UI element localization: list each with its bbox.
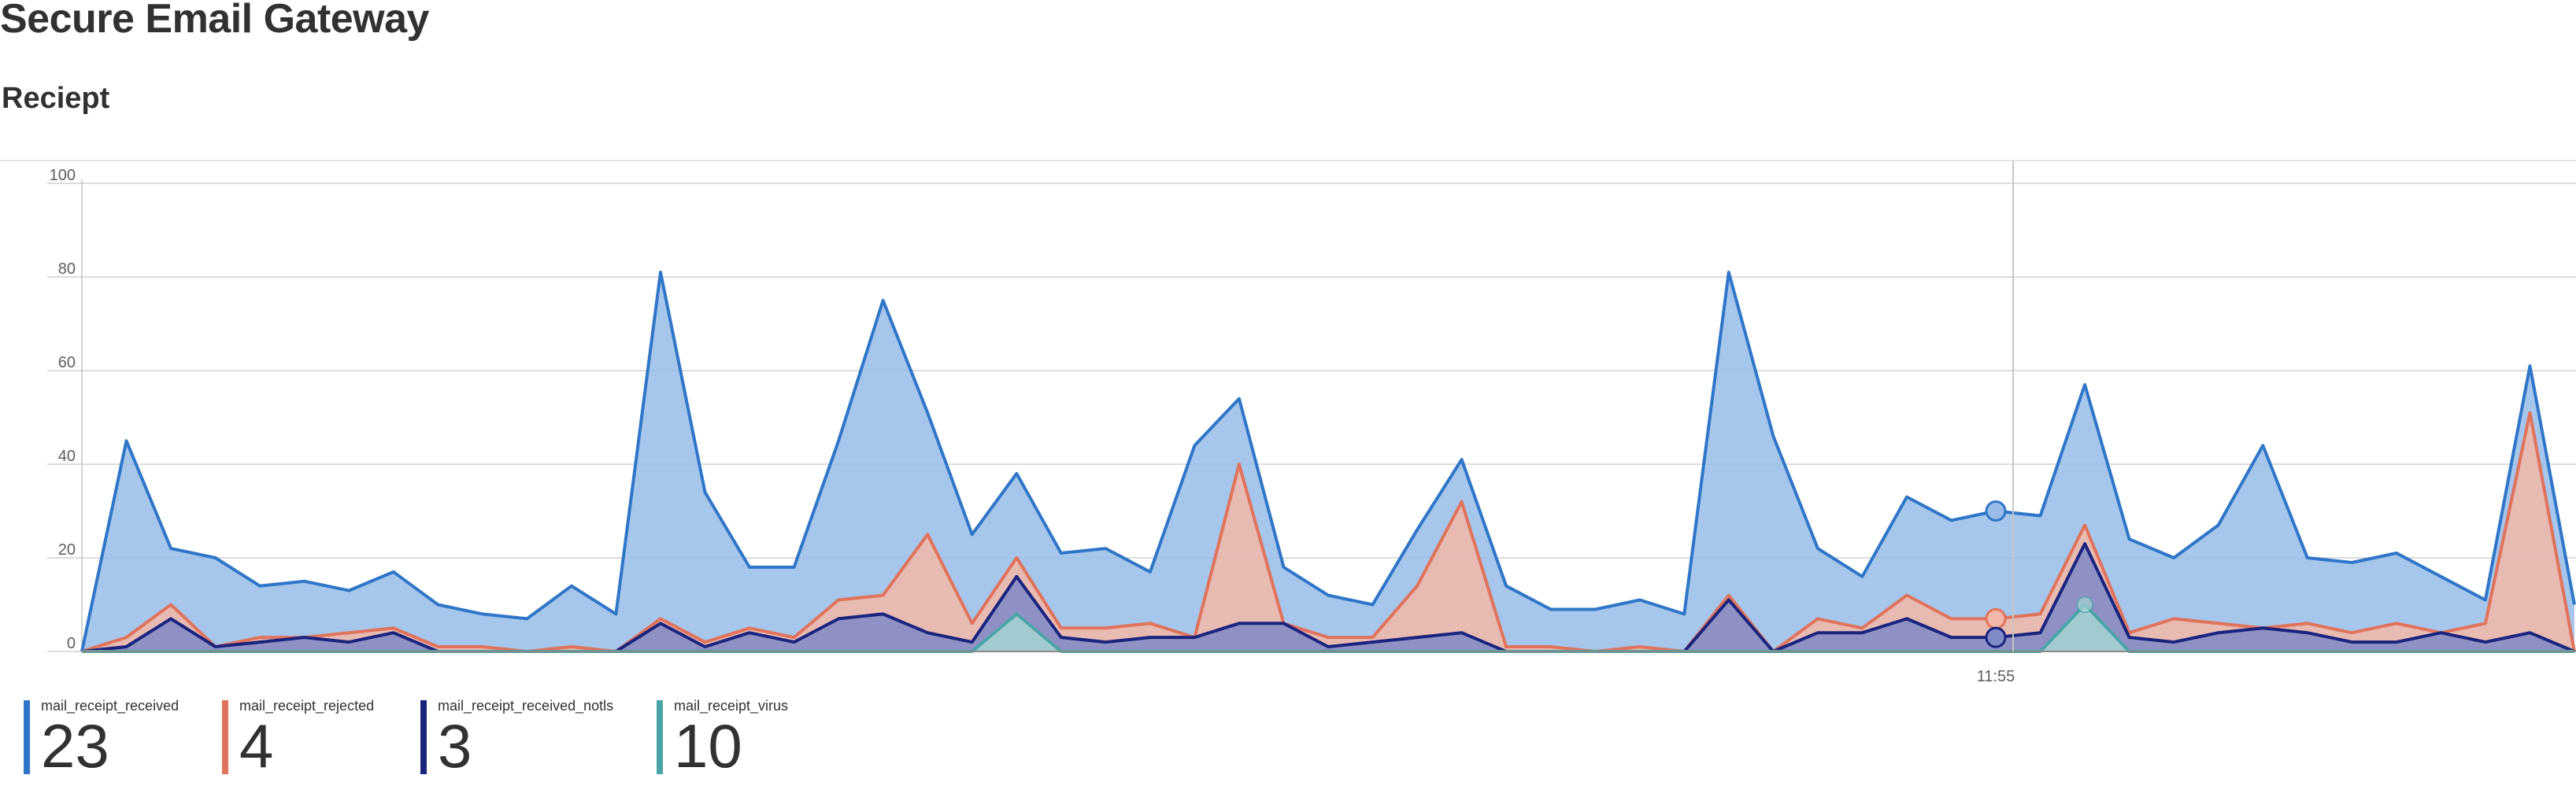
section-title: Reciept — [2, 82, 110, 115]
series-line-mail_receipt_rejected — [81, 411, 2576, 653]
legend-label: mail_receipt_received_notls — [438, 698, 614, 714]
series-line-mail_receipt_received — [80, 271, 2576, 652]
hover-marker-mail_receipt_rejected — [1985, 607, 2007, 629]
page-title: Secure Email Gateway — [0, 0, 429, 42]
legend-item-virus[interactable]: mail_receipt_virus 10 — [657, 692, 846, 780]
y-tick-label: 40 — [58, 448, 76, 465]
hover-marker-virus — [2076, 596, 2094, 614]
area-chart[interactable]: 0 20 40 60 80 100 11:55 — [0, 149, 2576, 685]
chart-canvas[interactable]: 0 20 40 60 80 100 11:55 — [0, 149, 2576, 685]
legend-item-received-notls[interactable]: mail_receipt_received_notls 3 — [420, 692, 657, 780]
chart-legend: mail_receipt_received 23 mail_receipt_re… — [24, 692, 846, 779]
legend-label: mail_receipt_rejected — [239, 698, 375, 714]
legend-label: mail_receipt_received — [41, 698, 180, 714]
legend-swatch-received — [24, 700, 30, 774]
legend-value: 23 — [41, 711, 109, 780]
x-tick-label: 11:55 — [1977, 668, 2015, 685]
legend-swatch-received-notls — [420, 700, 427, 774]
y-tick-label: 80 — [58, 260, 76, 278]
series-area-mail_receipt_virus — [82, 604, 2574, 651]
legend-item-rejected[interactable]: mail_receipt_rejected 4 — [222, 692, 420, 780]
legend-value: 4 — [239, 711, 274, 780]
legend-value: 10 — [674, 711, 742, 780]
hover-marker-mail_receipt_received_notls — [1985, 626, 2007, 648]
legend-value: 3 — [438, 711, 472, 780]
y-tick-label: 0 — [67, 635, 76, 652]
legend-item-received[interactable]: mail_receipt_received 23 — [24, 692, 222, 780]
y-tick-label: 100 — [50, 167, 76, 184]
y-tick-label: 20 — [58, 541, 76, 559]
y-tick-label: 60 — [58, 354, 76, 371]
series-area-mail_receipt_received — [82, 272, 2574, 651]
legend-label: mail_receipt_virus — [674, 698, 789, 714]
legend-swatch-rejected — [222, 700, 228, 774]
hover-marker-mail_receipt_received — [1985, 500, 2007, 522]
legend-swatch-virus — [657, 700, 663, 774]
